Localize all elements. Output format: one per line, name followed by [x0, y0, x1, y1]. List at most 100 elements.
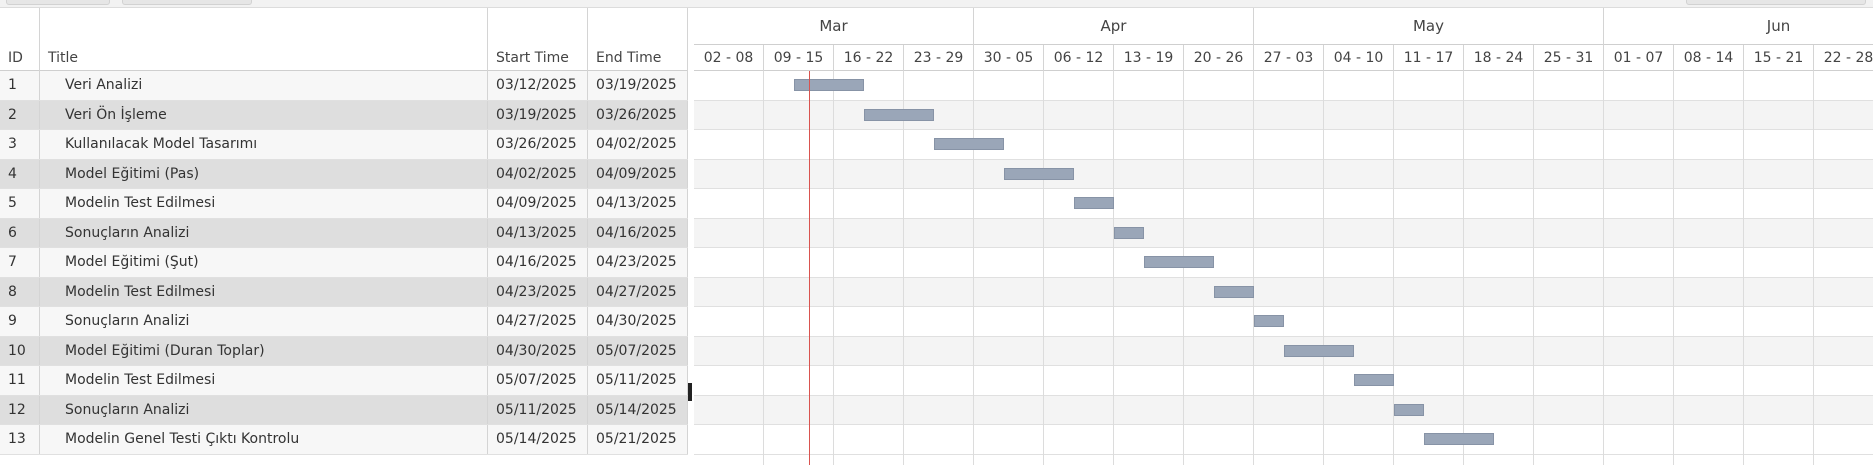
- task-bar[interactable]: [1424, 433, 1494, 445]
- row-start-time: 05/11/2025: [488, 395, 588, 424]
- row-start-time: 04/02/2025: [488, 159, 588, 188]
- month-label: Apr: [974, 8, 1254, 45]
- timeline-row: [694, 336, 1873, 366]
- row-id: 9: [0, 307, 40, 336]
- row-id: 12: [0, 395, 40, 424]
- table-row[interactable]: 9 Sonuçların Analizi 04/27/2025 04/30/2025: [0, 307, 688, 337]
- row-start-time: 04/30/2025: [488, 336, 588, 365]
- row-end-time: 03/19/2025: [588, 71, 688, 100]
- row-end-time: 04/09/2025: [588, 159, 688, 188]
- row-end-time: 04/27/2025: [588, 277, 688, 306]
- week-gridline: [1673, 71, 1674, 465]
- week-label: 15 - 21: [1744, 45, 1814, 71]
- timeline-row: [694, 277, 1873, 307]
- row-end-time: 04/02/2025: [588, 130, 688, 159]
- task-bar[interactable]: [1354, 374, 1394, 386]
- month-label: Jun: [1604, 8, 1873, 45]
- task-bar[interactable]: [1004, 167, 1074, 180]
- row-start-time: 05/07/2025: [488, 366, 588, 395]
- task-bar[interactable]: [1254, 315, 1284, 327]
- month-label: May: [1254, 8, 1604, 45]
- table-row[interactable]: 1 Veri Analizi 03/12/2025 03/19/2025: [0, 71, 688, 101]
- row-id: 13: [0, 425, 40, 454]
- table-row[interactable]: 12 Sonuçların Analizi 05/11/2025 05/14/2025: [0, 395, 688, 425]
- row-id: 2: [0, 100, 40, 129]
- week-gridline: [1603, 71, 1604, 465]
- week-gridline: [763, 71, 764, 465]
- task-bar[interactable]: [1214, 285, 1254, 298]
- row-id: 1: [0, 71, 40, 100]
- task-bar[interactable]: [1284, 344, 1354, 357]
- timeline-week-scale: 02 - 08 09 - 15 16 - 22 23 - 29 30 - 05 06 - …: [694, 45, 1873, 71]
- timeline-row: [694, 248, 1873, 278]
- week-label: 01 - 07: [1604, 45, 1674, 71]
- gantt-timeline: Mar Apr May Jun 02 - 08 09 - 15 16 - 22 23 - 2…: [694, 8, 1873, 465]
- table-row[interactable]: 6 Sonuçların Analizi 04/13/2025 04/16/2025: [0, 218, 688, 248]
- table-row[interactable]: 8 Modelin Test Edilmesi 04/23/2025 04/27/20…: [0, 277, 688, 307]
- row-start-time: 04/13/2025: [488, 218, 588, 247]
- row-title: Model Eğitimi (Şut): [40, 248, 488, 277]
- week-gridline: [833, 71, 834, 465]
- row-end-time: 05/21/2025: [588, 425, 688, 454]
- row-end-time: 04/23/2025: [588, 248, 688, 277]
- task-bar[interactable]: [1394, 403, 1424, 416]
- task-bar[interactable]: [934, 138, 1004, 150]
- toolbar-tab[interactable]: [6, 0, 110, 5]
- row-id: 5: [0, 189, 40, 218]
- week-gridline: [1393, 71, 1394, 465]
- row-title: Sonuçların Analizi: [40, 395, 488, 424]
- task-bar[interactable]: [1144, 256, 1214, 268]
- task-bar[interactable]: [864, 108, 934, 121]
- toolbar-tab[interactable]: [122, 0, 252, 5]
- row-id: 10: [0, 336, 40, 365]
- today-marker-line: [809, 71, 810, 465]
- row-title: Sonuçların Analizi: [40, 307, 488, 336]
- timeline-row: [694, 71, 1873, 101]
- week-label: 13 - 19: [1114, 45, 1184, 71]
- table-row[interactable]: 11 Modelin Test Edilmesi 05/07/2025 05/11/2…: [0, 366, 688, 396]
- table-row[interactable]: 5 Modelin Test Edilmesi 04/09/2025 04/13/20…: [0, 189, 688, 219]
- week-gridline: [1253, 71, 1254, 465]
- timeline-row: [694, 425, 1873, 455]
- row-end-time: 05/07/2025: [588, 336, 688, 365]
- row-end-time: 05/11/2025: [588, 366, 688, 395]
- row-end-time: 03/26/2025: [588, 100, 688, 129]
- week-gridline: [1463, 71, 1464, 465]
- timeline-row: [694, 130, 1873, 160]
- row-start-time: 03/19/2025: [488, 100, 588, 129]
- column-header-end-time[interactable]: End Time: [588, 8, 688, 71]
- row-id: 7: [0, 248, 40, 277]
- task-bar[interactable]: [1114, 226, 1144, 239]
- column-header-title[interactable]: Title: [40, 8, 488, 71]
- row-id: 11: [0, 366, 40, 395]
- row-id: 3: [0, 130, 40, 159]
- toolbar-tab[interactable]: [1686, 0, 1866, 5]
- task-bar[interactable]: [794, 79, 864, 91]
- table-row[interactable]: 2 Veri Ön İşleme 03/19/2025 03/26/2025: [0, 100, 688, 130]
- row-start-time: 04/09/2025: [488, 189, 588, 218]
- table-row[interactable]: 13 Modelin Genel Testi Çıktı Kontrolu 05/1…: [0, 425, 688, 455]
- table-row[interactable]: 7 Model Eğitimi (Şut) 04/16/2025 04/23/2025: [0, 248, 688, 278]
- week-label: 27 - 03: [1254, 45, 1324, 71]
- row-start-time: 04/16/2025: [488, 248, 588, 277]
- row-id: 4: [0, 159, 40, 188]
- timeline-row: [694, 159, 1873, 189]
- week-label: 22 - 28: [1814, 45, 1873, 71]
- table-row[interactable]: 4 Model Eğitimi (Pas) 04/02/2025 04/09/2025: [0, 159, 688, 189]
- timeline-month-scale: Mar Apr May Jun: [694, 8, 1873, 45]
- grid-header: ID Title Start Time End Time: [0, 8, 688, 71]
- table-row[interactable]: 3 Kullanılacak Model Tasarımı 03/26/2025 04…: [0, 130, 688, 160]
- week-gridline: [1113, 71, 1114, 465]
- grid-resize-handle[interactable]: [688, 383, 692, 401]
- week-label: 16 - 22: [834, 45, 904, 71]
- row-title: Veri Analizi: [40, 71, 488, 100]
- week-gridline: [1323, 71, 1324, 465]
- column-header-start-time[interactable]: Start Time: [488, 8, 588, 71]
- row-title: Model Eğitimi (Duran Toplar): [40, 336, 488, 365]
- task-bar[interactable]: [1074, 197, 1114, 209]
- week-gridline: [973, 71, 974, 465]
- table-row[interactable]: 10 Model Eğitimi (Duran Toplar) 04/30/2025…: [0, 336, 688, 366]
- row-start-time: 04/23/2025: [488, 277, 588, 306]
- column-header-id[interactable]: ID: [0, 8, 40, 71]
- week-label: 02 - 08: [694, 45, 764, 71]
